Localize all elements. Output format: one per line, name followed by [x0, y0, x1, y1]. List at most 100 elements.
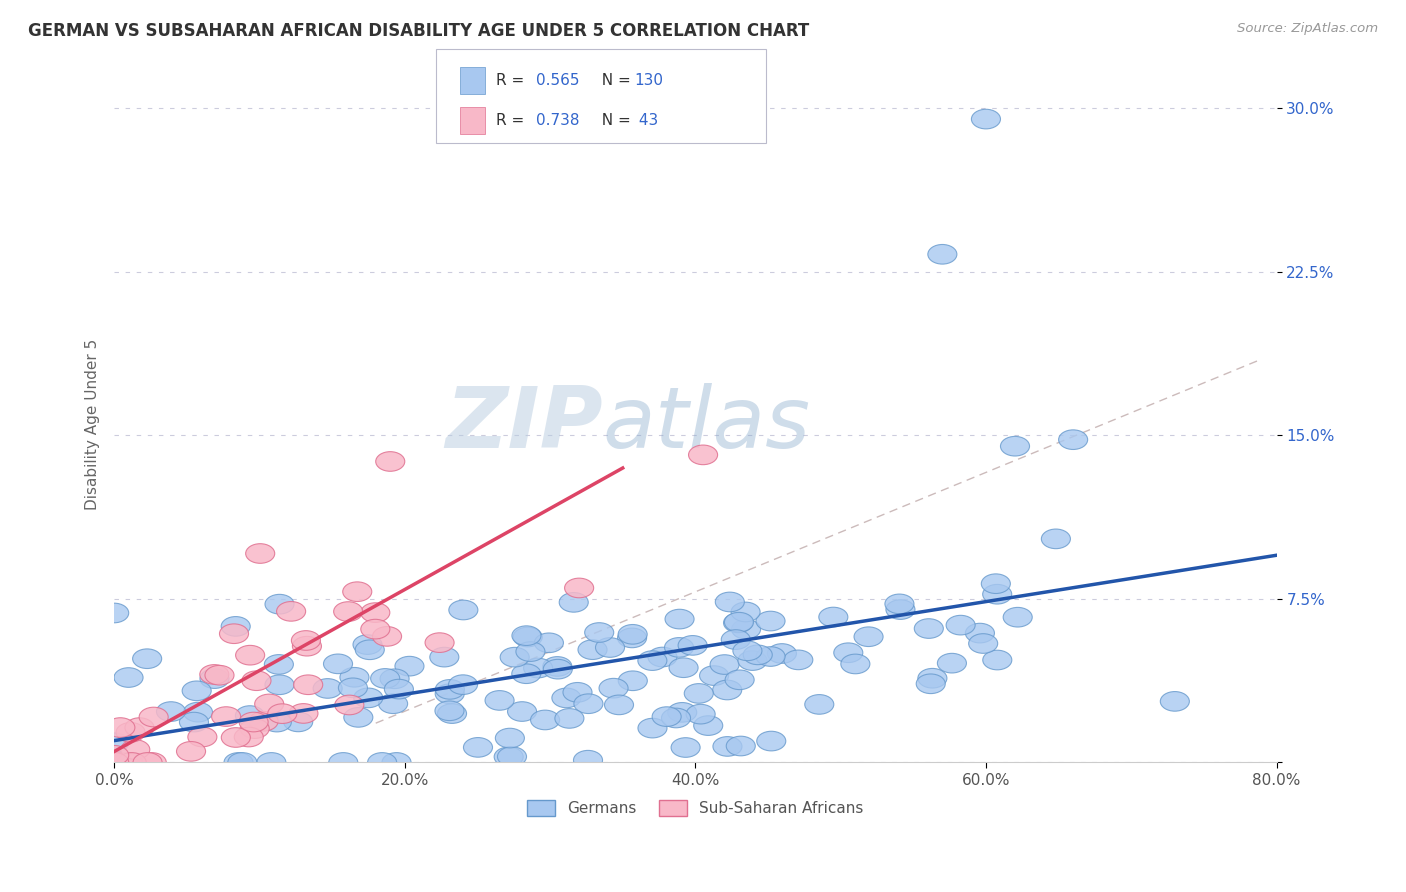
- Ellipse shape: [246, 544, 274, 564]
- Ellipse shape: [834, 643, 863, 663]
- Ellipse shape: [523, 658, 553, 678]
- Ellipse shape: [969, 633, 998, 653]
- Text: GERMAN VS SUBSAHARAN AFRICAN DISABILITY AGE UNDER 5 CORRELATION CHART: GERMAN VS SUBSAHARAN AFRICAN DISABILITY …: [28, 22, 810, 40]
- Ellipse shape: [264, 594, 294, 614]
- Ellipse shape: [689, 445, 717, 465]
- Text: 0.738: 0.738: [536, 113, 579, 128]
- Ellipse shape: [1042, 529, 1070, 549]
- Text: Source: ZipAtlas.com: Source: ZipAtlas.com: [1237, 22, 1378, 36]
- Ellipse shape: [138, 753, 166, 772]
- Ellipse shape: [339, 678, 367, 698]
- Text: R =: R =: [496, 73, 530, 87]
- Ellipse shape: [240, 719, 269, 739]
- Ellipse shape: [972, 109, 1001, 128]
- Ellipse shape: [335, 695, 364, 714]
- Ellipse shape: [731, 619, 761, 639]
- Ellipse shape: [783, 650, 813, 670]
- Ellipse shape: [105, 718, 135, 738]
- Ellipse shape: [114, 668, 143, 688]
- Ellipse shape: [200, 669, 229, 689]
- Ellipse shape: [619, 624, 647, 644]
- Ellipse shape: [284, 712, 312, 731]
- Ellipse shape: [685, 683, 713, 703]
- Text: N =: N =: [592, 113, 636, 128]
- Ellipse shape: [132, 648, 162, 668]
- Ellipse shape: [384, 680, 413, 699]
- Ellipse shape: [727, 736, 755, 756]
- Ellipse shape: [425, 632, 454, 652]
- Ellipse shape: [430, 648, 458, 667]
- Ellipse shape: [277, 601, 305, 621]
- Ellipse shape: [100, 753, 129, 772]
- Ellipse shape: [125, 718, 155, 738]
- Ellipse shape: [329, 753, 357, 772]
- Ellipse shape: [713, 737, 742, 756]
- Ellipse shape: [224, 753, 253, 772]
- Ellipse shape: [841, 654, 870, 673]
- Ellipse shape: [512, 626, 541, 646]
- Ellipse shape: [599, 679, 628, 698]
- Ellipse shape: [257, 753, 285, 772]
- Ellipse shape: [367, 753, 396, 772]
- Ellipse shape: [356, 640, 384, 659]
- Ellipse shape: [437, 704, 467, 723]
- Ellipse shape: [361, 603, 389, 623]
- Ellipse shape: [768, 644, 796, 664]
- Ellipse shape: [853, 627, 883, 647]
- Ellipse shape: [378, 694, 408, 714]
- Ellipse shape: [562, 682, 592, 702]
- Ellipse shape: [291, 631, 321, 650]
- Ellipse shape: [555, 708, 583, 728]
- Ellipse shape: [485, 690, 515, 710]
- Ellipse shape: [513, 627, 543, 647]
- Ellipse shape: [661, 708, 690, 728]
- Ellipse shape: [117, 723, 145, 742]
- Ellipse shape: [180, 713, 208, 732]
- Ellipse shape: [756, 647, 785, 666]
- Ellipse shape: [373, 626, 402, 646]
- Ellipse shape: [100, 753, 129, 772]
- Ellipse shape: [638, 651, 666, 671]
- Text: R =: R =: [496, 113, 530, 128]
- Ellipse shape: [668, 703, 697, 723]
- Ellipse shape: [340, 667, 368, 687]
- Ellipse shape: [1001, 436, 1029, 456]
- Text: 0.565: 0.565: [536, 73, 579, 87]
- Ellipse shape: [665, 609, 695, 629]
- Ellipse shape: [686, 705, 716, 724]
- Text: 130: 130: [634, 73, 664, 87]
- Ellipse shape: [671, 738, 700, 757]
- Ellipse shape: [323, 654, 353, 673]
- Ellipse shape: [371, 669, 399, 689]
- Ellipse shape: [117, 753, 146, 772]
- Ellipse shape: [354, 688, 382, 707]
- Ellipse shape: [756, 611, 785, 631]
- Ellipse shape: [110, 753, 139, 772]
- Ellipse shape: [436, 684, 464, 704]
- Ellipse shape: [395, 657, 425, 676]
- Ellipse shape: [716, 592, 744, 612]
- Ellipse shape: [314, 679, 342, 698]
- Ellipse shape: [756, 731, 786, 751]
- Ellipse shape: [508, 702, 537, 722]
- Ellipse shape: [100, 733, 129, 753]
- Ellipse shape: [543, 659, 572, 679]
- Ellipse shape: [242, 671, 271, 690]
- Ellipse shape: [710, 655, 740, 674]
- Ellipse shape: [669, 658, 699, 678]
- Text: N =: N =: [592, 73, 636, 87]
- Ellipse shape: [263, 712, 291, 731]
- Ellipse shape: [288, 704, 318, 723]
- Ellipse shape: [100, 753, 129, 772]
- Ellipse shape: [724, 613, 754, 632]
- Ellipse shape: [267, 704, 297, 723]
- Ellipse shape: [534, 633, 564, 653]
- Ellipse shape: [530, 710, 560, 730]
- Ellipse shape: [292, 636, 322, 656]
- Ellipse shape: [560, 592, 588, 612]
- Ellipse shape: [219, 624, 249, 643]
- Ellipse shape: [436, 680, 464, 699]
- Ellipse shape: [382, 753, 411, 772]
- Ellipse shape: [983, 584, 1012, 604]
- Ellipse shape: [596, 638, 624, 657]
